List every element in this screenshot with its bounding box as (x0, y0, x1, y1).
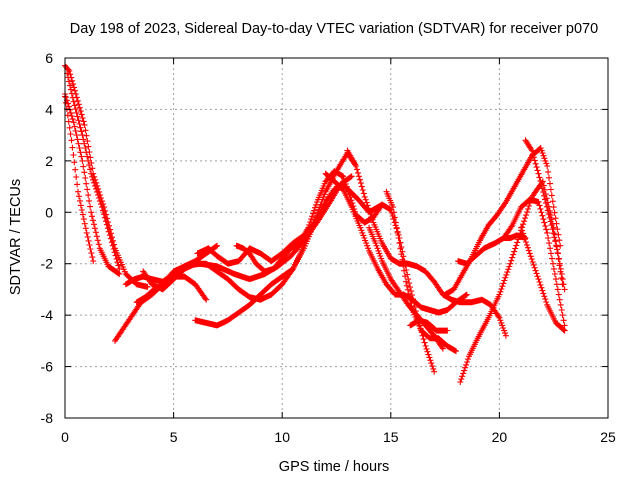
y-tick-label: 6 (45, 50, 53, 66)
chart-title: Day 198 of 2023, Sidereal Day-to-day VTE… (70, 21, 598, 37)
y-tick-label: 4 (45, 101, 53, 117)
series-markers (457, 178, 566, 385)
grid-layer (65, 58, 608, 418)
y-tick-label: -2 (41, 256, 54, 272)
x-axis-label: GPS time / hours (279, 459, 389, 475)
y-tick-label: -6 (41, 359, 54, 375)
x-tick-label: 20 (492, 429, 508, 445)
series-arc13 (344, 147, 509, 339)
series-arc18 (457, 178, 566, 385)
x-tick-label: 5 (170, 429, 178, 445)
y-tick-label: 2 (45, 153, 53, 169)
series-markers (192, 150, 359, 329)
x-tick-label: 15 (383, 429, 399, 445)
series-arc9 (192, 150, 359, 329)
ticks-layer: 0 5 10 15 20 25 -8 -6 -4 -2 0 2 4 6 (41, 50, 616, 445)
series-arc22 (500, 232, 529, 241)
series-arc20 (518, 224, 568, 334)
series-arc16 (407, 317, 451, 334)
y-axis-label: SDTVAR / TECUs (8, 179, 24, 295)
plot-frame (64, 57, 609, 419)
x-tick-label: 10 (274, 429, 290, 445)
series-arc10 (194, 201, 329, 267)
series-arc21 (522, 137, 568, 293)
series-markers (522, 137, 568, 293)
x-tick-label: 0 (61, 429, 69, 445)
series-markers (518, 224, 568, 334)
x-tick-label: 25 (600, 429, 616, 445)
series-arc3 (64, 70, 123, 272)
y-tick-label: 0 (45, 204, 53, 220)
series-markers (500, 232, 529, 241)
series-markers (407, 317, 451, 334)
series-markers (344, 147, 509, 339)
y-tick-label: -8 (41, 410, 54, 426)
series-markers (64, 70, 123, 272)
y-tick-label: -4 (41, 307, 54, 323)
series-markers (194, 201, 329, 267)
